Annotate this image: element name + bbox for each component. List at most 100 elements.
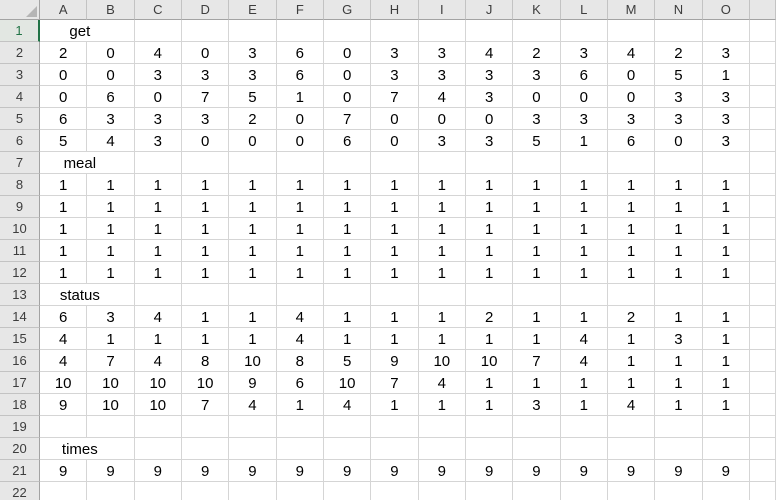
cell-F21[interactable]: 9 bbox=[276, 460, 324, 482]
cell-F16[interactable]: 8 bbox=[276, 350, 324, 372]
cell-partial-3[interactable] bbox=[749, 64, 776, 86]
cell-E20[interactable] bbox=[229, 438, 277, 460]
cell-B4[interactable]: 6 bbox=[87, 86, 135, 108]
cell-G8[interactable]: 1 bbox=[323, 174, 372, 196]
cell-partial-9[interactable] bbox=[749, 196, 776, 218]
cell-C17[interactable]: 10 bbox=[134, 372, 182, 394]
cell-M21[interactable]: 9 bbox=[607, 460, 656, 482]
cell-G20[interactable] bbox=[323, 438, 372, 460]
cell-G9[interactable]: 1 bbox=[323, 196, 372, 218]
cell-F14[interactable]: 4 bbox=[276, 306, 324, 328]
cell-J20[interactable] bbox=[465, 438, 514, 460]
cell-N14[interactable]: 1 bbox=[655, 306, 703, 328]
cell-I16[interactable]: 10 bbox=[418, 350, 466, 372]
cell-B8[interactable]: 1 bbox=[87, 174, 135, 196]
cell-I11[interactable]: 1 bbox=[418, 240, 466, 262]
cell-A15[interactable]: 4 bbox=[40, 328, 88, 350]
cell-B15[interactable]: 1 bbox=[87, 328, 135, 350]
cell-C3[interactable]: 3 bbox=[134, 64, 182, 86]
cell-F11[interactable]: 1 bbox=[276, 240, 324, 262]
cell-B5[interactable]: 3 bbox=[87, 108, 135, 130]
column-header-D[interactable]: D bbox=[181, 0, 230, 20]
row-header-20[interactable]: 20 bbox=[0, 438, 40, 460]
cell-F2[interactable]: 6 bbox=[276, 42, 324, 64]
cell-C20[interactable] bbox=[134, 438, 182, 460]
cell-H22[interactable] bbox=[371, 482, 419, 500]
cell-J6[interactable]: 3 bbox=[465, 130, 514, 152]
column-header-K[interactable]: K bbox=[513, 0, 561, 20]
cell-G15[interactable]: 1 bbox=[323, 328, 372, 350]
cell-D14[interactable]: 1 bbox=[181, 306, 230, 328]
cell-B9[interactable]: 1 bbox=[87, 196, 135, 218]
cell-G6[interactable]: 6 bbox=[323, 130, 372, 152]
cell-K5[interactable]: 3 bbox=[513, 108, 561, 130]
cell-B19[interactable] bbox=[87, 416, 135, 438]
cell-A19[interactable] bbox=[40, 416, 88, 438]
cell-I18[interactable]: 1 bbox=[418, 394, 466, 416]
cell-N22[interactable] bbox=[655, 482, 703, 500]
cell-N15[interactable]: 3 bbox=[655, 328, 703, 350]
row-header-19[interactable]: 19 bbox=[0, 416, 40, 438]
cell-E13[interactable] bbox=[229, 284, 277, 306]
cell-O20[interactable] bbox=[702, 438, 750, 460]
cell-B10[interactable]: 1 bbox=[87, 218, 135, 240]
cell-M5[interactable]: 3 bbox=[607, 108, 656, 130]
cell-N4[interactable]: 3 bbox=[655, 86, 703, 108]
cell-M17[interactable]: 1 bbox=[607, 372, 656, 394]
cell-M20[interactable] bbox=[607, 438, 656, 460]
cell-A11[interactable]: 1 bbox=[40, 240, 88, 262]
cell-N10[interactable]: 1 bbox=[655, 218, 703, 240]
cell-J13[interactable] bbox=[465, 284, 514, 306]
cell-M10[interactable]: 1 bbox=[607, 218, 656, 240]
cell-F18[interactable]: 1 bbox=[276, 394, 324, 416]
column-header-J[interactable]: J bbox=[465, 0, 514, 20]
cell-N1[interactable] bbox=[655, 20, 703, 42]
cell-H21[interactable]: 9 bbox=[371, 460, 419, 482]
cell-D20[interactable] bbox=[181, 438, 230, 460]
cell-K19[interactable] bbox=[513, 416, 561, 438]
cell-I22[interactable] bbox=[418, 482, 466, 500]
cell-K16[interactable]: 7 bbox=[513, 350, 561, 372]
cell-H17[interactable]: 7 bbox=[371, 372, 419, 394]
cell-partial-22[interactable] bbox=[749, 482, 776, 500]
column-header-L[interactable]: L bbox=[560, 0, 608, 20]
cell-H16[interactable]: 9 bbox=[371, 350, 419, 372]
cell-O3[interactable]: 1 bbox=[702, 64, 750, 86]
cell-B14[interactable]: 3 bbox=[87, 306, 135, 328]
cell-G18[interactable]: 4 bbox=[323, 394, 372, 416]
column-header-O[interactable]: O bbox=[702, 0, 750, 20]
cell-C6[interactable]: 3 bbox=[134, 130, 182, 152]
cell-M6[interactable]: 6 bbox=[607, 130, 656, 152]
column-header-F[interactable]: F bbox=[276, 0, 324, 20]
cell-B18[interactable]: 10 bbox=[87, 394, 135, 416]
cell-J17[interactable]: 1 bbox=[465, 372, 514, 394]
cell-C14[interactable]: 4 bbox=[134, 306, 182, 328]
cell-J8[interactable]: 1 bbox=[465, 174, 514, 196]
row-header-21[interactable]: 21 bbox=[0, 460, 40, 482]
cell-D4[interactable]: 7 bbox=[181, 86, 230, 108]
cell-O15[interactable]: 1 bbox=[702, 328, 750, 350]
cell-partial-6[interactable] bbox=[749, 130, 776, 152]
cell-J12[interactable]: 1 bbox=[465, 262, 514, 284]
cell-partial-21[interactable] bbox=[749, 460, 776, 482]
cell-D11[interactable]: 1 bbox=[181, 240, 230, 262]
column-header-E[interactable]: E bbox=[229, 0, 277, 20]
cell-J10[interactable]: 1 bbox=[465, 218, 514, 240]
row-header-14[interactable]: 14 bbox=[0, 306, 40, 328]
cell-partial-20[interactable] bbox=[749, 438, 776, 460]
cell-L12[interactable]: 1 bbox=[560, 262, 608, 284]
cell-I1[interactable] bbox=[418, 20, 466, 42]
cell-K20[interactable] bbox=[513, 438, 561, 460]
cell-C15[interactable]: 1 bbox=[134, 328, 182, 350]
row-header-13[interactable]: 13 bbox=[0, 284, 40, 306]
cell-C16[interactable]: 4 bbox=[134, 350, 182, 372]
cell-J2[interactable]: 4 bbox=[465, 42, 514, 64]
cell-I7[interactable] bbox=[418, 152, 466, 174]
cell-G5[interactable]: 7 bbox=[323, 108, 372, 130]
cell-F5[interactable]: 0 bbox=[276, 108, 324, 130]
cell-F9[interactable]: 1 bbox=[276, 196, 324, 218]
row-header-9[interactable]: 9 bbox=[0, 196, 40, 218]
cell-K6[interactable]: 5 bbox=[513, 130, 561, 152]
cell-H2[interactable]: 3 bbox=[371, 42, 419, 64]
cell-I5[interactable]: 0 bbox=[418, 108, 466, 130]
